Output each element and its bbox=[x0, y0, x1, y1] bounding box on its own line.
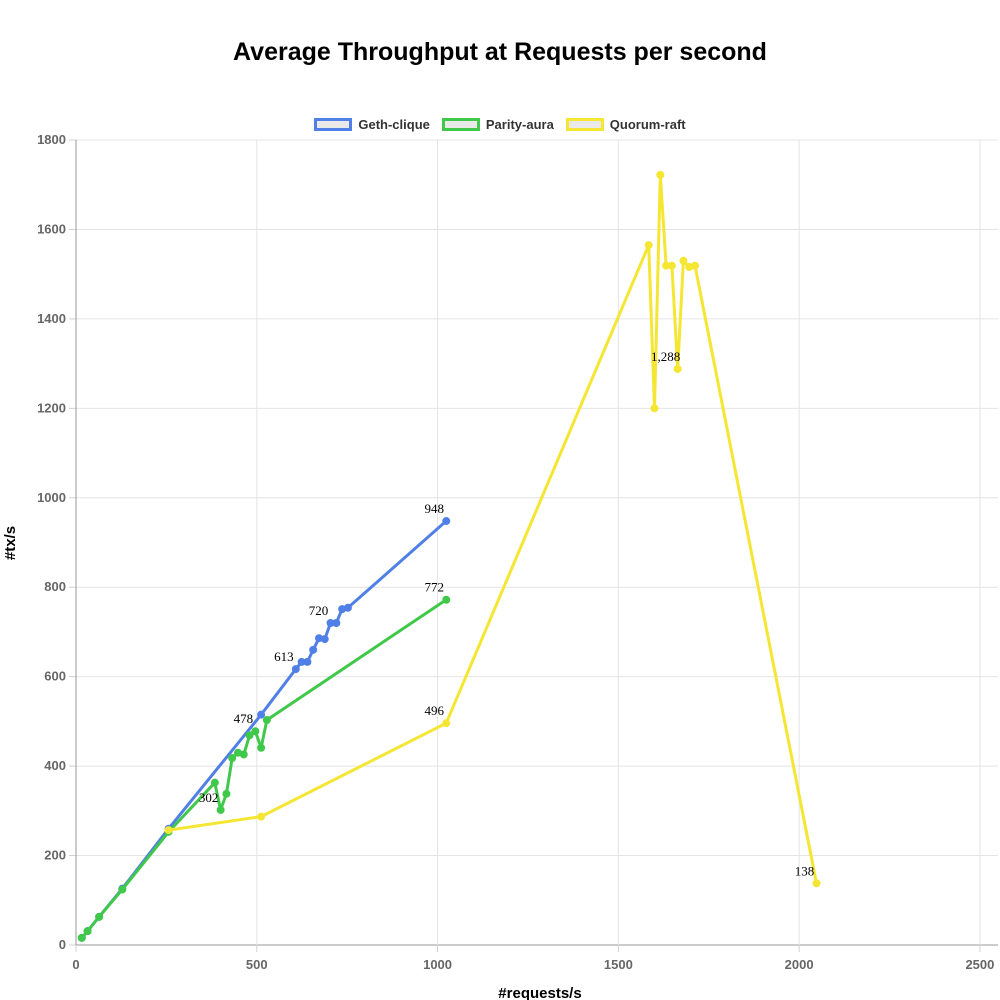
data-point-quorum-raft bbox=[812, 879, 821, 888]
y-tick-label: 1400 bbox=[37, 311, 66, 326]
data-point-parity-aura bbox=[262, 716, 271, 725]
data-point-geth-clique bbox=[332, 619, 341, 627]
data-point-parity-aura bbox=[77, 933, 86, 942]
legend: Geth-clique Parity-aura Quorum-raft bbox=[0, 114, 1000, 134]
data-label: 613 bbox=[274, 649, 294, 664]
series-line-quorum-raft bbox=[168, 173, 818, 884]
x-tick-label: 1000 bbox=[423, 957, 452, 972]
data-point-parity-aura bbox=[239, 750, 248, 759]
series-line-parity-aura bbox=[80, 598, 448, 939]
y-tick-label: 600 bbox=[44, 669, 66, 684]
data-point-parity-aura bbox=[210, 778, 219, 787]
x-tick-label: 0 bbox=[72, 957, 79, 972]
y-tick-label: 200 bbox=[44, 848, 66, 863]
legend-item-geth-clique[interactable]: Geth-clique bbox=[314, 117, 430, 132]
x-tick-label: 2000 bbox=[785, 957, 814, 972]
series-group bbox=[77, 170, 821, 942]
y-tick-label: 800 bbox=[44, 579, 66, 594]
data-point-geth-clique bbox=[309, 645, 318, 654]
data-point-quorum-raft bbox=[691, 261, 700, 270]
legend-label-geth-clique: Geth-clique bbox=[358, 116, 430, 132]
data-point-geth-clique bbox=[320, 635, 329, 644]
data-point-geth-clique bbox=[343, 603, 352, 612]
legend-label-parity-aura: Parity-aura bbox=[485, 116, 554, 132]
data-label: 1,288 bbox=[651, 349, 680, 364]
y-axis-title: #tx/s bbox=[2, 526, 19, 560]
x-tick-label: 2500 bbox=[965, 957, 994, 972]
y-tick-label: 1800 bbox=[37, 132, 66, 147]
data-labels: 948 720 613 772 478 302 496 1,288 138 bbox=[199, 349, 814, 878]
data-point-geth-clique bbox=[303, 657, 312, 666]
legend-swatch-geth-clique bbox=[314, 117, 353, 131]
data-point-geth-clique bbox=[291, 665, 300, 674]
data-point-quorum-raft bbox=[667, 261, 676, 270]
data-point-parity-aura bbox=[118, 885, 127, 894]
grid bbox=[69, 139, 998, 952]
data-label: 478 bbox=[234, 711, 254, 726]
data-label: 772 bbox=[424, 580, 444, 595]
data-point-parity-aura bbox=[228, 754, 237, 763]
data-point-quorum-raft bbox=[257, 812, 266, 821]
data-label: 720 bbox=[309, 603, 329, 618]
legend-item-quorum-raft[interactable]: Quorum-raft bbox=[565, 116, 686, 132]
data-label: 948 bbox=[424, 501, 444, 516]
y-tick-label: 1200 bbox=[37, 400, 66, 415]
chart-title: Average Throughput at Requests per secon… bbox=[233, 38, 767, 66]
data-point-quorum-raft bbox=[679, 256, 688, 265]
legend-swatch-parity-aura bbox=[441, 117, 480, 131]
data-point-parity-aura bbox=[251, 727, 260, 736]
x-axis-title: #requests/s bbox=[498, 985, 581, 1000]
data-point-quorum-raft bbox=[650, 404, 659, 413]
data-label: 496 bbox=[424, 703, 444, 718]
data-point-quorum-raft bbox=[656, 170, 665, 179]
x-tick-label: 1500 bbox=[604, 957, 633, 972]
data-point-parity-aura bbox=[216, 805, 225, 814]
data-label: 138 bbox=[795, 863, 815, 878]
data-point-quorum-raft bbox=[164, 826, 173, 835]
data-point-geth-clique bbox=[257, 710, 266, 719]
legend-swatch-quorum-raft bbox=[565, 117, 604, 131]
data-point-quorum-raft bbox=[442, 719, 451, 728]
legend-item-parity-aura[interactable]: Parity-aura bbox=[441, 116, 554, 132]
data-point-quorum-raft bbox=[644, 241, 653, 250]
data-point-parity-aura bbox=[245, 731, 254, 740]
y-tick-label: 1600 bbox=[37, 221, 66, 236]
y-tick-label: 0 bbox=[59, 937, 66, 952]
legend-label-quorum-raft: Quorum-raft bbox=[609, 116, 686, 132]
y-tick-label: 1000 bbox=[37, 490, 66, 505]
data-point-geth-clique bbox=[442, 517, 451, 526]
data-point-parity-aura bbox=[95, 912, 104, 921]
data-point-parity-aura bbox=[257, 743, 266, 752]
data-label: 302 bbox=[199, 790, 219, 805]
x-tick-label: 500 bbox=[246, 957, 268, 972]
data-point-parity-aura bbox=[442, 595, 451, 604]
tick-labels: 0 200 400 600 800 1000 1200 1400 1600 1800 0 500 100… bbox=[37, 132, 994, 972]
y-tick-label: 400 bbox=[44, 758, 66, 773]
data-point-quorum-raft bbox=[673, 364, 682, 373]
data-point-parity-aura bbox=[83, 927, 92, 936]
data-point-parity-aura bbox=[222, 789, 231, 798]
